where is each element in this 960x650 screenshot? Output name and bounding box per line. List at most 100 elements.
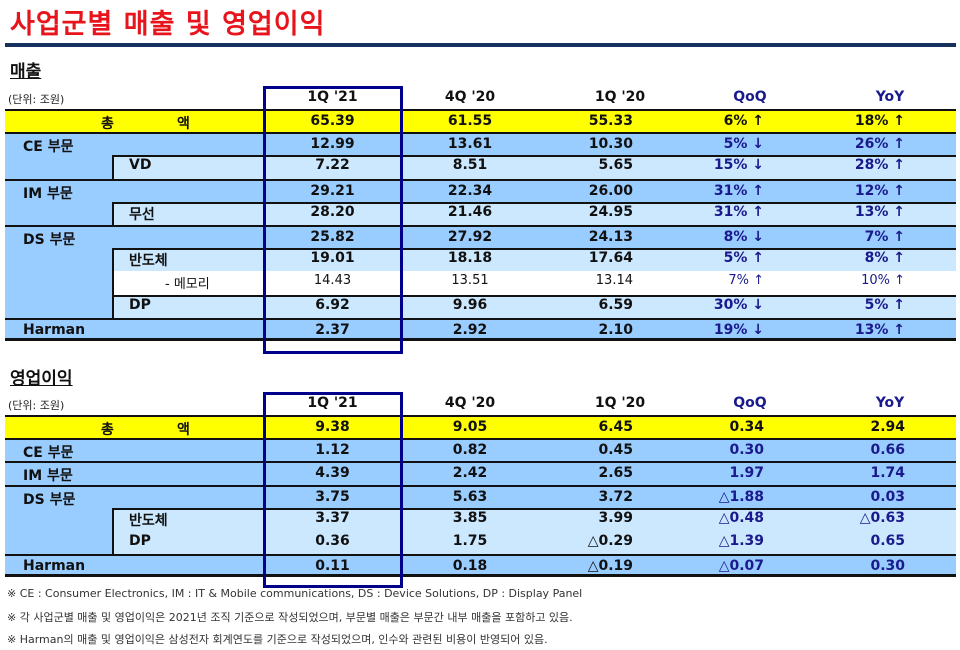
cell-1q21: 14.43	[313, 273, 352, 289]
cell-1q20: 26.00	[588, 182, 633, 199]
cell-1q20: 0.45	[598, 442, 633, 459]
row-label: 무선	[129, 206, 155, 223]
row-label: IM 부문	[23, 185, 73, 202]
cell-4q20: 27.92	[447, 228, 493, 245]
table-row-dp: DP 0.36 1.75 △0.29 △1.39 0.65	[5, 530, 956, 555]
cell-1q21: 9.38	[315, 419, 350, 435]
cell-yoy: 5% ↑	[864, 296, 905, 313]
cell-qoq: 6% ↑	[723, 113, 764, 129]
page-title: 사업군별 매출 및 영업이익	[10, 9, 326, 40]
row-label: 반도체	[129, 253, 168, 270]
unit-label: (단위: 조원)	[8, 399, 65, 412]
cell-1q20: 3.99	[598, 509, 633, 526]
cell-qoq: 1.97	[729, 465, 764, 482]
footnote-harman: ※ Harman의 매출 및 영업이익은 삼성전자 회계연도를 기준으로 작성되…	[7, 633, 548, 646]
col-header-yoy: YoY	[875, 395, 905, 411]
cell-4q20: 9.96	[452, 296, 488, 313]
table-row-ce: CE 부문 12.99 13.61 10.30 5% ↓ 26% ↑	[5, 132, 956, 156]
row-label: 반도체	[129, 512, 168, 529]
col-header-qoq: QoQ	[733, 395, 767, 411]
col-header-1q21: 1Q '21	[307, 395, 358, 411]
cell-1q20: 17.64	[588, 250, 633, 267]
cell-4q20: 21.46	[447, 203, 493, 220]
cell-qoq: 31% ↑	[713, 182, 764, 199]
cell-1q20: 2.10	[598, 321, 633, 338]
cell-qoq: 0.34	[729, 419, 764, 435]
operating-profit-table: (단위: 조원) 1Q '21 4Q '20 1Q '20 QoQ YoY 총 …	[5, 393, 956, 578]
row-label: VD	[129, 157, 152, 174]
revenue-header-row: (단위: 조원) 1Q '21 4Q '20 1Q '20 QoQ YoY	[5, 87, 956, 109]
cell-qoq: △1.39	[718, 532, 764, 549]
row-label: CE 부문	[23, 139, 74, 156]
row-label-total-1: 총	[101, 116, 114, 132]
cell-qoq: 31% ↑	[713, 203, 764, 220]
cell-1q21: 19.01	[310, 250, 355, 267]
cell-1q21: 0.36	[315, 532, 350, 549]
cell-qoq: 5% ↓	[723, 136, 764, 153]
cell-qoq: 8% ↓	[723, 228, 764, 245]
table-row-memory: - 메모리 14.43 13.51 13.14 7% ↑ 10% ↑	[5, 271, 956, 295]
cell-1q20: 13.14	[595, 273, 633, 289]
cell-1q21: 3.37	[315, 509, 350, 526]
col-header-yoy: YoY	[875, 89, 905, 105]
cell-4q20: 8.51	[452, 157, 488, 174]
table-row-vd: VD 7.22 8.51 5.65 15% ↓ 28% ↑	[5, 155, 956, 179]
cell-1q21: 12.99	[310, 136, 355, 153]
cell-qoq: △1.88	[718, 488, 764, 505]
cell-yoy: 28% ↑	[854, 157, 905, 174]
cell-qoq: △0.48	[718, 509, 764, 526]
cell-qoq: 19% ↓	[713, 321, 764, 338]
cell-1q21: 65.39	[310, 113, 355, 129]
cell-1q20: △0.19	[587, 558, 633, 575]
cell-4q20: 0.82	[452, 442, 488, 459]
cell-4q20: 13.51	[451, 273, 489, 289]
cell-4q20: 2.42	[452, 465, 488, 482]
table-row-harman: Harman 2.37 2.92 2.10 19% ↓ 13% ↑	[5, 317, 956, 341]
row-label: DP	[129, 296, 151, 313]
cell-yoy: 0.03	[870, 488, 905, 505]
cell-1q20: 5.65	[598, 157, 633, 174]
cell-yoy: 18% ↑	[854, 113, 905, 129]
cell-4q20: 2.92	[452, 321, 488, 338]
cell-1q21: 3.75	[315, 488, 350, 505]
cell-1q20: 10.30	[588, 136, 633, 153]
cell-1q21: 7.22	[315, 157, 350, 174]
col-header-1q20: 1Q '20	[594, 395, 646, 411]
revenue-heading: 매출	[10, 62, 42, 82]
cell-qoq: 5% ↑	[723, 250, 764, 267]
cell-qoq: 30% ↓	[713, 296, 764, 313]
cell-4q20: 9.05	[452, 419, 488, 435]
cell-qoq: △0.07	[718, 558, 764, 575]
cell-qoq: 15% ↓	[713, 157, 764, 174]
row-label-total-2: 액	[177, 116, 190, 132]
cell-1q21: 25.82	[310, 228, 355, 245]
cell-1q20: 6.45	[598, 419, 633, 435]
cell-1q20: 2.65	[598, 465, 633, 482]
cell-1q20: △0.29	[587, 532, 633, 549]
table-row-dp: DP 6.92 9.96 6.59 30% ↓ 5% ↑	[5, 294, 956, 318]
title-divider	[5, 43, 956, 47]
row-label: Harman	[23, 321, 86, 338]
cell-4q20: 3.85	[452, 509, 488, 526]
cell-1q21: 1.12	[315, 442, 350, 459]
col-header-1q21: 1Q '21	[307, 89, 358, 105]
cell-1q21: 2.37	[315, 321, 350, 338]
cell-4q20: 22.34	[447, 182, 493, 199]
table-row-ds: DS 부문 25.82 27.92 24.13 8% ↓ 7% ↑	[5, 224, 956, 249]
cell-1q21: 29.21	[310, 182, 355, 199]
cell-1q21: 0.11	[315, 558, 350, 575]
cell-yoy: 13% ↑	[854, 321, 905, 338]
cell-1q21: 28.20	[310, 203, 355, 220]
col-header-1q20: 1Q '20	[594, 89, 646, 105]
table-row-ds: DS 부문 3.75 5.63 3.72 △1.88 0.03	[5, 484, 956, 508]
cell-1q21: 6.92	[315, 296, 350, 313]
cell-4q20: 5.63	[452, 488, 488, 505]
col-header-qoq: QoQ	[733, 89, 767, 105]
row-label: CE 부문	[23, 445, 74, 462]
cell-4q20: 1.75	[452, 532, 488, 549]
cell-1q20: 24.13	[588, 228, 633, 245]
unit-label: (단위: 조원)	[8, 93, 65, 106]
table-row-harman: Harman 0.11 0.18 △0.19 △0.07 0.30	[5, 554, 956, 578]
cell-1q20: 3.72	[598, 488, 633, 505]
cell-yoy: 0.66	[870, 442, 905, 459]
